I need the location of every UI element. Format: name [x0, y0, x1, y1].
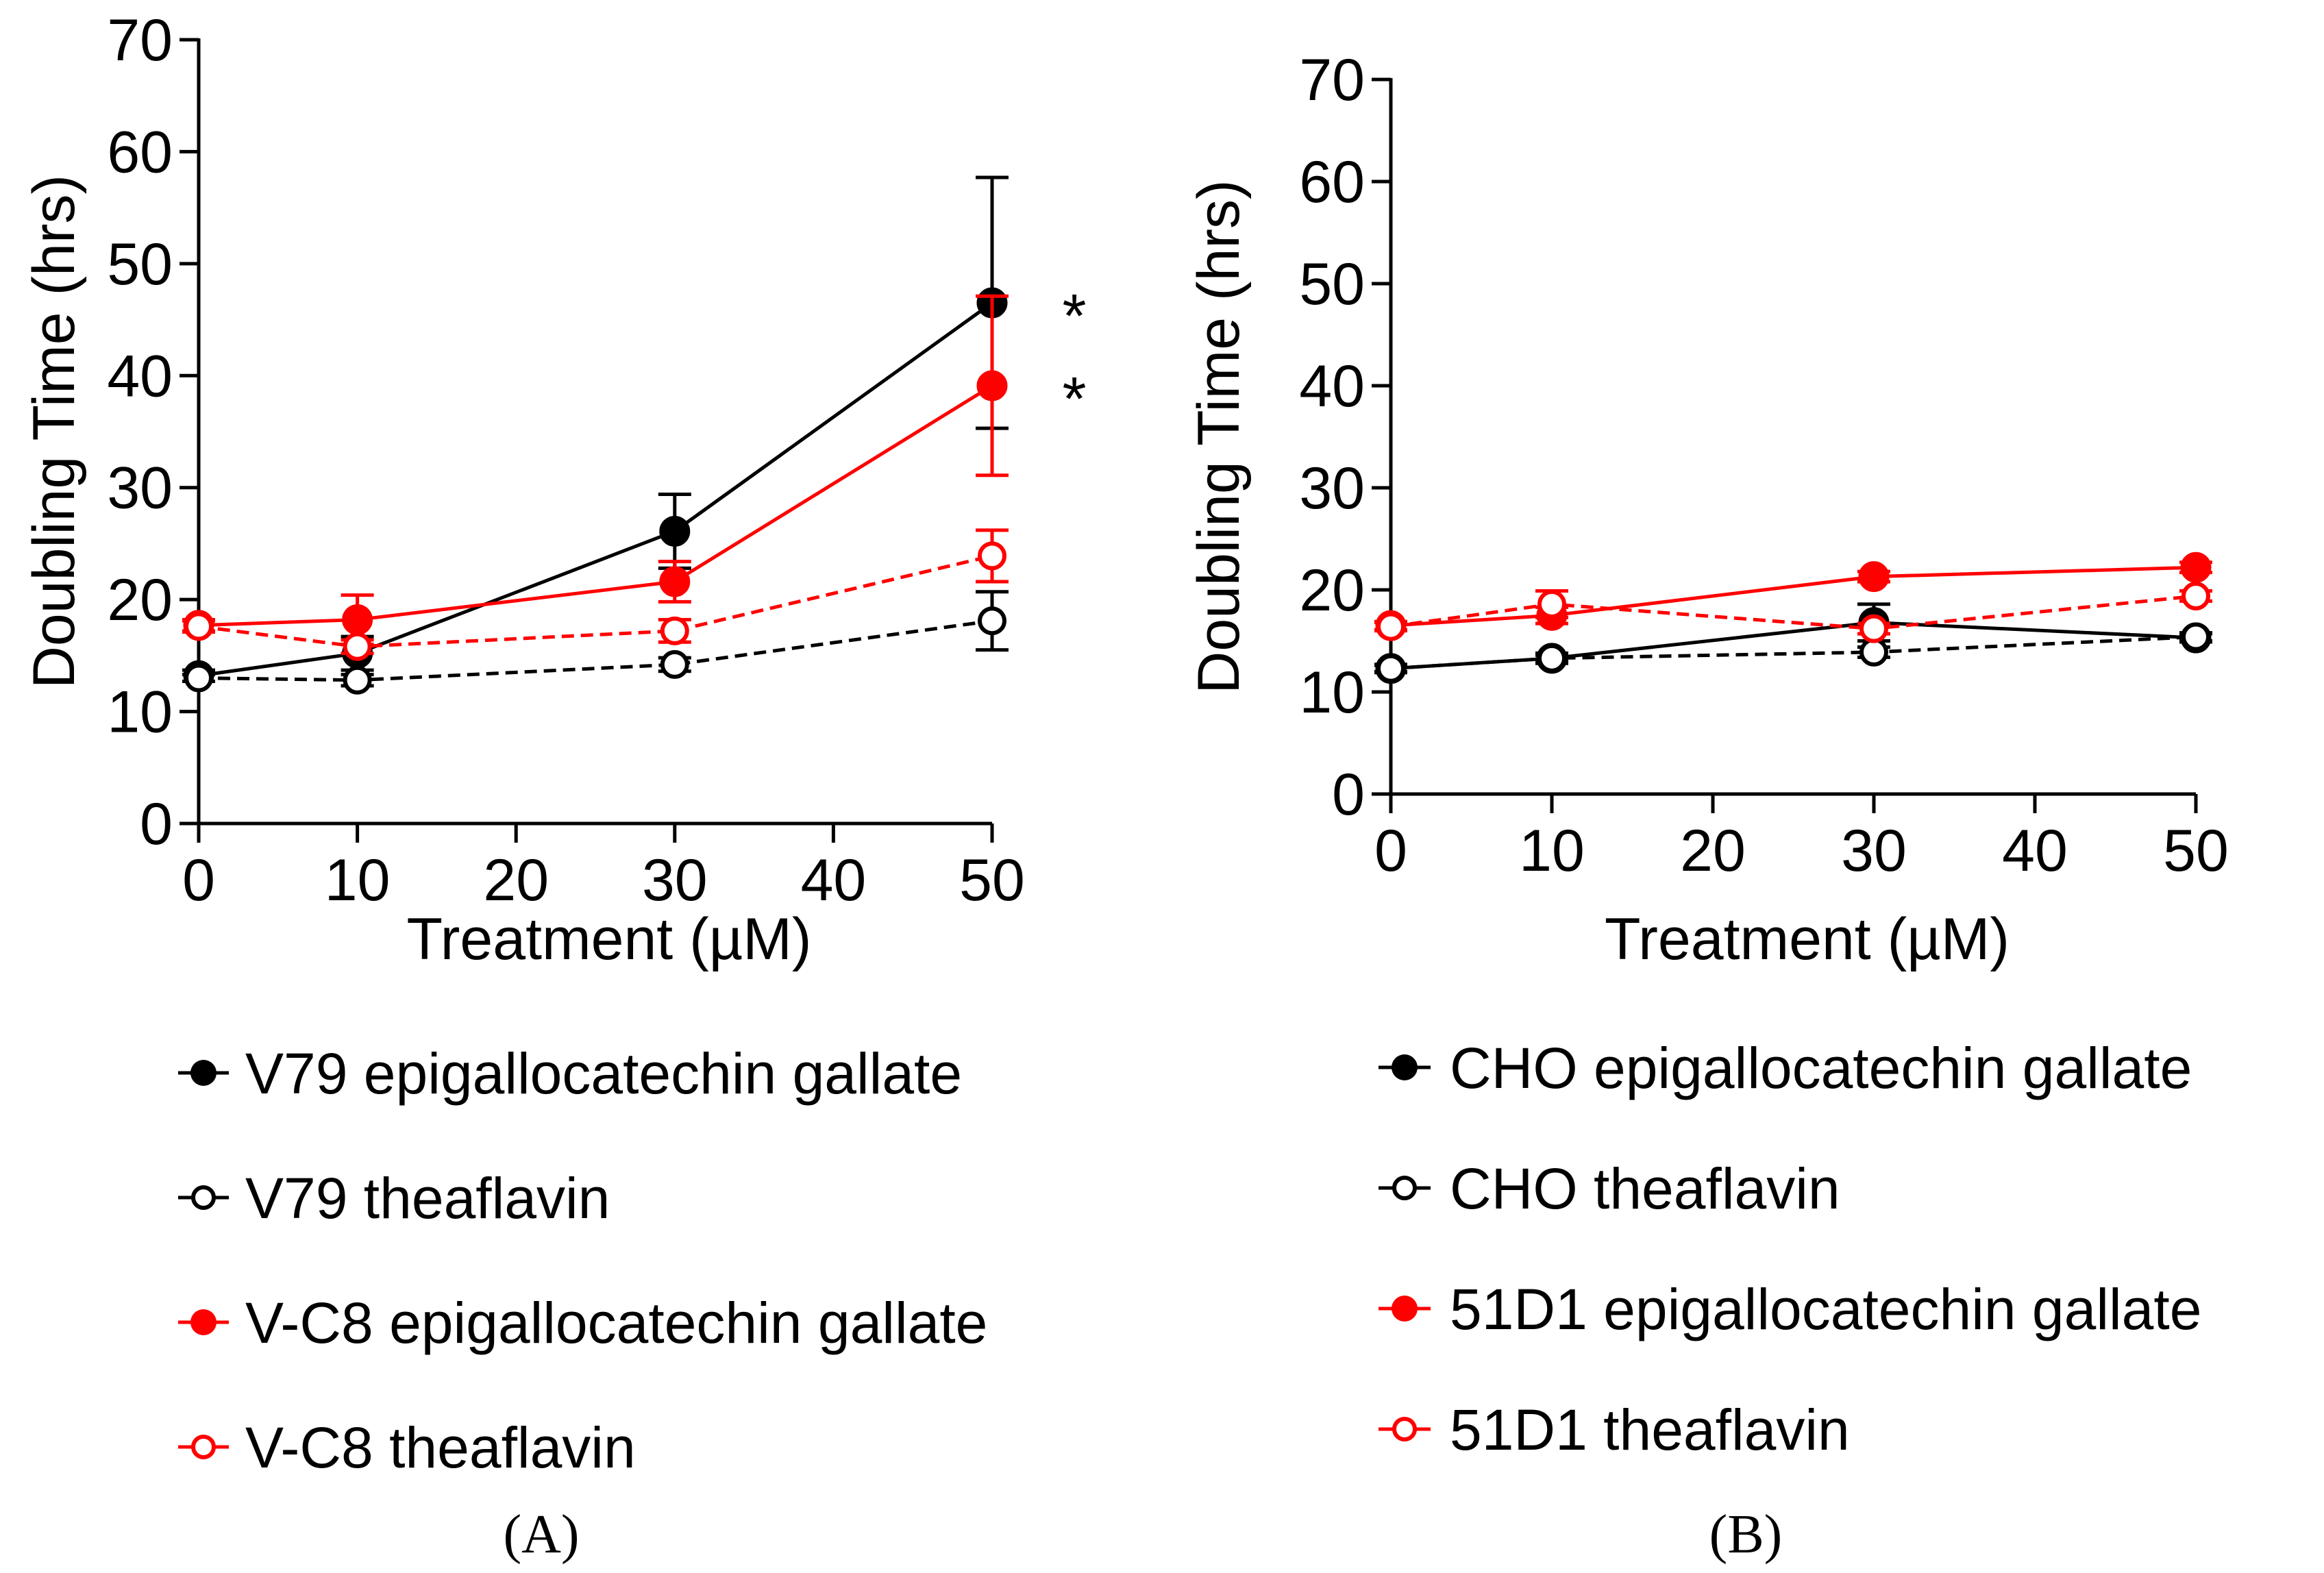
x-axis-title: Treatment (µM)	[406, 906, 811, 972]
y-tick-label: 70	[1299, 47, 1365, 113]
panel-label: (A)	[503, 1504, 579, 1565]
legend-marker	[190, 1060, 217, 1086]
series-line	[198, 554, 993, 649]
data-point	[343, 632, 372, 661]
data-point	[660, 649, 689, 679]
y-tick-label: 50	[107, 232, 173, 297]
series-1	[182, 175, 1009, 691]
series-line	[1390, 565, 2197, 628]
data-point	[184, 612, 213, 641]
legend-marker	[1392, 1176, 1417, 1200]
series-line	[198, 619, 993, 682]
y-tick-label: 30	[1299, 456, 1365, 521]
legend: V79 epigallocatechin gallate V79 theaflav…	[178, 1041, 987, 1480]
data-point	[1859, 637, 1888, 667]
data-point	[659, 566, 691, 597]
y-tick-label: 20	[107, 567, 173, 633]
x-tick-label: 20	[1680, 818, 1746, 884]
series-4	[182, 528, 1009, 661]
series-line	[198, 384, 993, 628]
x-tick-label: 10	[325, 847, 391, 913]
legend-label: V-C8 epigallocatechin gallate	[245, 1291, 987, 1355]
x-tick-label: 50	[959, 847, 1025, 913]
series-line	[198, 301, 993, 678]
data-point	[343, 665, 372, 695]
data-point	[1376, 654, 1405, 683]
data-point	[184, 663, 213, 693]
series-3	[182, 294, 1009, 647]
data-point	[978, 541, 1006, 571]
legend-label: V79 epigallocatechin gallate	[245, 1041, 962, 1106]
x-axis-title: Treatment (µM)	[1605, 906, 2010, 972]
series-line	[1390, 635, 2197, 671]
legend-marker	[190, 1309, 217, 1335]
legend-label: CHO epigallocatechin gallate	[1450, 1036, 2192, 1100]
data-point	[1537, 589, 1566, 619]
legend-marker	[1392, 1054, 1418, 1080]
y-axis-title: Doubling Time (hrs)	[21, 175, 87, 689]
legend: CHO epigallocatechin gallate CHO theaflav…	[1379, 1036, 2201, 1462]
data-point	[1537, 643, 1566, 673]
y-tick-label: 10	[1299, 660, 1365, 726]
series-2	[1374, 622, 2212, 683]
y-tick-label: 40	[1299, 354, 1365, 419]
x-tick-label: 10	[1519, 818, 1585, 884]
legend-marker	[1392, 1296, 1418, 1322]
series-2	[182, 590, 1009, 695]
legend-label: V79 theaflavin	[245, 1166, 610, 1230]
significance-star: *	[1062, 282, 1086, 351]
data-point	[2180, 552, 2212, 583]
panel-b: 0 10 20 30 40 50 60 70 0 10 20 30 40 50 Doubling Time …	[1186, 47, 2229, 1565]
legend-label: V-C8 theaflavin	[245, 1415, 636, 1480]
data-point	[659, 515, 691, 547]
panel-label: (B)	[1709, 1504, 1783, 1565]
y-tick-label: 30	[107, 456, 173, 521]
legend-marker	[1392, 1417, 1417, 1441]
x-tick-label: 20	[483, 847, 549, 913]
x-tick-label: 0	[1374, 818, 1407, 884]
series-3	[1374, 552, 2212, 641]
y-tick-label: 60	[107, 119, 173, 185]
data-point	[1859, 614, 1888, 643]
data-point	[1376, 612, 1405, 641]
data-point	[2181, 581, 2210, 610]
legend-marker	[191, 1185, 216, 1210]
legend-label: CHO theaflavin	[1450, 1156, 1840, 1221]
legend-label: 51D1 epigallocatechin gallate	[1450, 1277, 2201, 1341]
data-point	[976, 370, 1008, 401]
data-point	[978, 606, 1006, 636]
legend-label: 51D1 theaflavin	[1450, 1398, 1850, 1462]
x-tick-label: 30	[1841, 818, 1907, 884]
y-tick-label: 20	[1299, 558, 1365, 623]
legend-marker	[191, 1435, 216, 1459]
data-point	[660, 616, 689, 645]
y-tick-label: 50	[1299, 251, 1365, 317]
data-point	[342, 604, 373, 636]
x-tick-label: 40	[2002, 818, 2068, 884]
data-point	[2181, 622, 2210, 652]
x-tick-label: 0	[182, 847, 215, 913]
x-tick-label: 30	[642, 847, 708, 913]
y-tick-label: 10	[107, 680, 173, 745]
y-axis-title: Doubling Time (hrs)	[1186, 179, 1252, 693]
y-tick-label: 40	[107, 343, 173, 409]
y-tick-label: 70	[107, 8, 173, 73]
y-tick-label: 0	[1332, 762, 1365, 828]
significance-star: *	[1062, 365, 1086, 434]
series-line	[1390, 594, 2197, 631]
x-tick-label: 40	[801, 847, 867, 913]
panel-a: 0 10 20 30 40 50 60 70 0 10 20 30 40 50 Doubling Time …	[21, 8, 1087, 1565]
y-tick-label: 0	[140, 791, 173, 857]
x-tick-label: 50	[2163, 818, 2229, 884]
series-4	[1374, 581, 2212, 643]
y-tick-label: 60	[1299, 149, 1365, 215]
data-point	[1858, 561, 1890, 593]
